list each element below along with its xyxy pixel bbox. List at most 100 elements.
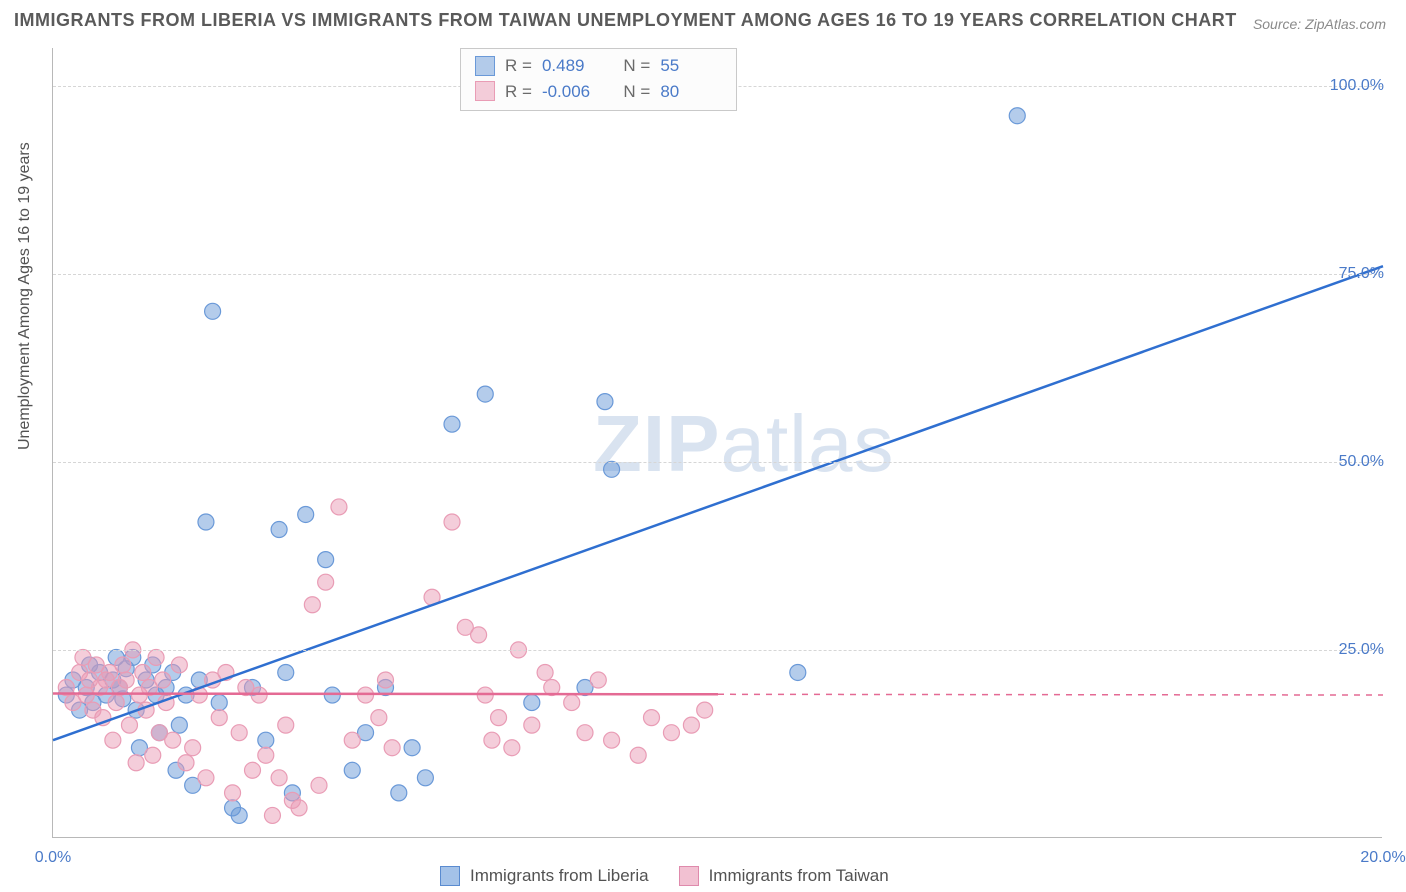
legend-r-value: 0.489 [542,53,604,79]
trend-line [53,266,1383,740]
data-point [128,755,144,771]
data-point [471,627,487,643]
x-tick-label: 0.0% [35,849,71,867]
y-tick-label: 25.0% [1339,641,1384,659]
data-point [537,664,553,680]
data-point [264,807,280,823]
data-point [271,770,287,786]
legend-swatch [475,81,495,101]
data-point [597,394,613,410]
data-point [371,710,387,726]
data-point [318,552,334,568]
data-point [118,672,134,688]
data-point [185,740,201,756]
data-point [298,506,314,522]
legend-n-label: N = [614,79,650,105]
legend-r-label: R = [505,53,532,79]
series-legend: Immigrants from Liberia Immigrants from T… [440,866,889,886]
data-point [311,777,327,793]
correlation-legend: R = 0.489 N = 55R = -0.006 N = 80 [460,48,737,111]
gridline [53,462,1382,463]
data-point [590,672,606,688]
legend-item: Immigrants from Liberia [440,866,649,886]
data-point [683,717,699,733]
data-point [171,657,187,673]
legend-n-label: N = [614,53,650,79]
data-point [444,416,460,432]
data-point [135,664,151,680]
data-point [630,747,646,763]
data-point [278,664,294,680]
data-point [444,514,460,530]
data-point [165,732,181,748]
data-point [577,725,593,741]
gridline [53,650,1382,651]
data-point [198,514,214,530]
legend-swatch [475,56,495,76]
legend-n-value: 55 [660,53,722,79]
data-point [271,522,287,538]
data-point [178,755,194,771]
data-point [258,732,274,748]
data-point [205,303,221,319]
data-point [108,695,124,711]
data-point [524,717,540,733]
source-attribution: Source: ZipAtlas.com [1253,16,1386,32]
data-point [225,785,241,801]
data-point [491,710,507,726]
data-point [105,732,121,748]
data-point [564,695,580,711]
data-point [504,740,520,756]
data-point [211,710,227,726]
data-point [115,657,131,673]
data-point [344,732,360,748]
data-point [258,747,274,763]
data-point [477,386,493,402]
data-point [304,597,320,613]
data-point [524,695,540,711]
data-point [378,672,394,688]
data-point [790,664,806,680]
data-point [148,649,164,665]
data-point [484,732,500,748]
y-tick-label: 100.0% [1330,77,1384,95]
data-point [663,725,679,741]
legend-r-label: R = [505,79,532,105]
data-point [344,762,360,778]
data-point [644,710,660,726]
legend-n-value: 80 [660,79,722,105]
legend-label: Immigrants from Liberia [470,866,649,886]
data-point [697,702,713,718]
data-point [278,717,294,733]
legend-swatch [679,866,699,886]
chart-title: IMMIGRANTS FROM LIBERIA VS IMMIGRANTS FR… [14,10,1237,31]
legend-r-value: -0.006 [542,79,604,105]
data-point [171,717,187,733]
data-point [404,740,420,756]
y-tick-label: 50.0% [1339,453,1384,471]
y-tick-label: 75.0% [1339,265,1384,283]
data-point [231,807,247,823]
data-point [145,747,161,763]
data-point [251,687,267,703]
data-point [155,672,171,688]
legend-row: R = -0.006 N = 80 [475,79,722,105]
plot-area: ZIPatlas 25.0%50.0%75.0%100.0%0.0%20.0% [52,48,1382,838]
scatter-svg [53,48,1382,837]
data-point [604,732,620,748]
legend-swatch [440,866,460,886]
data-point [198,770,214,786]
legend-label: Immigrants from Taiwan [709,866,889,886]
trend-line [53,694,718,695]
legend-row: R = 0.489 N = 55 [475,53,722,79]
data-point [1009,108,1025,124]
trend-line-extrapolated [718,694,1383,695]
data-point [384,740,400,756]
data-point [211,695,227,711]
data-point [231,725,247,741]
gridline [53,274,1382,275]
data-point [121,717,137,733]
legend-item: Immigrants from Taiwan [679,866,889,886]
data-point [604,461,620,477]
y-axis-title: Unemployment Among Ages 16 to 19 years [16,142,34,450]
